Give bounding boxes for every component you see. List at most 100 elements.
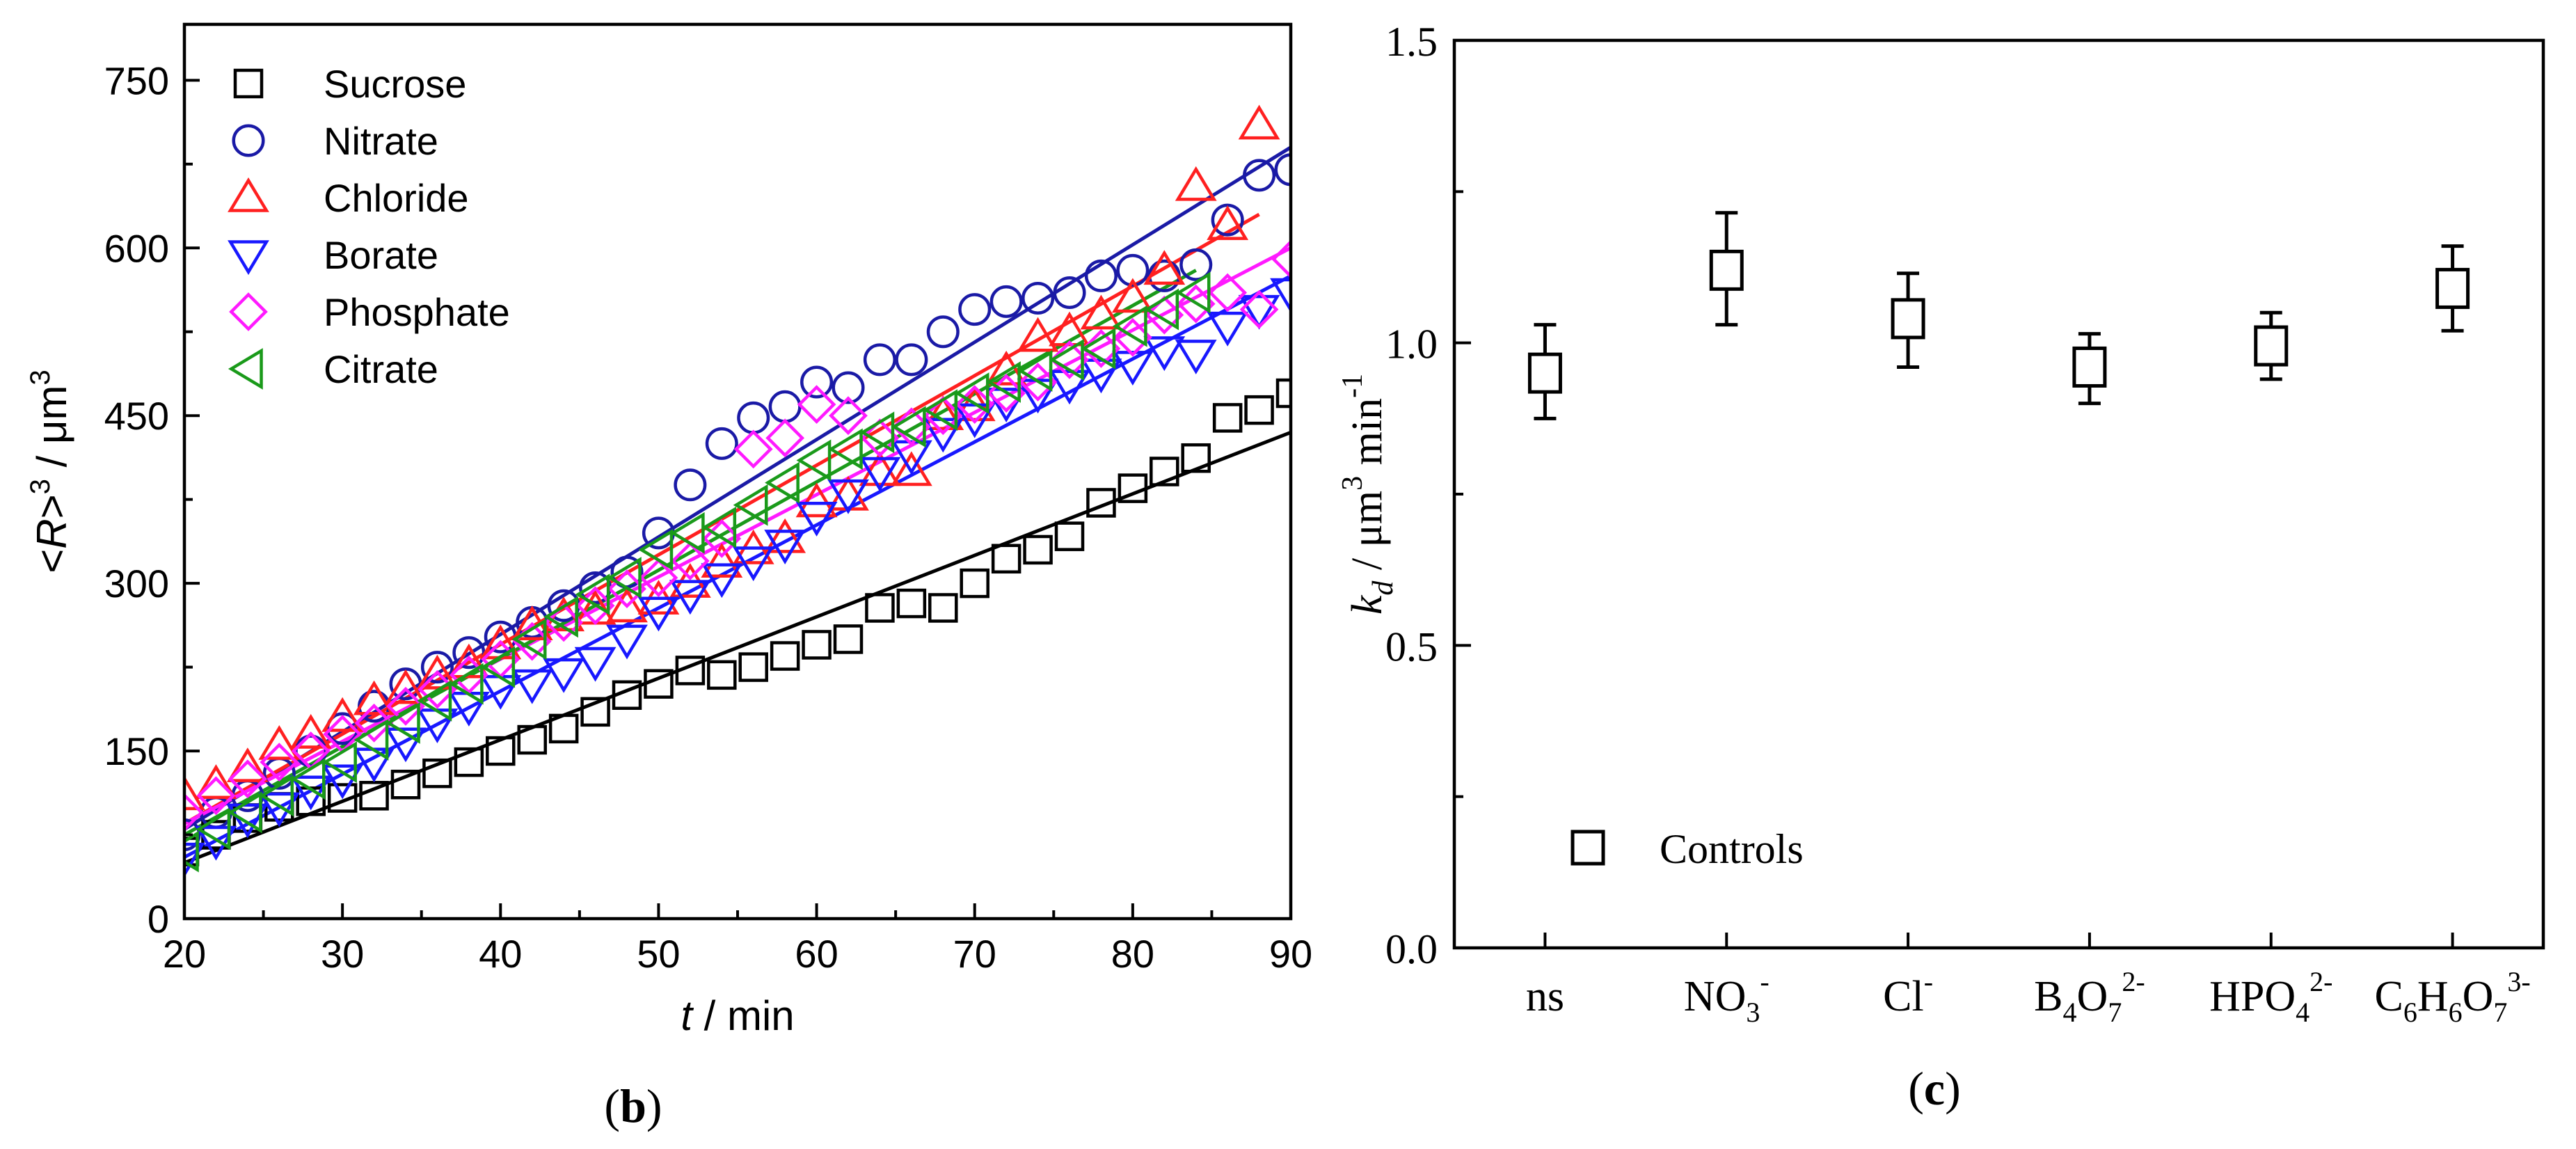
panel-c-chart: 0.0 0.5 1.0 1.5 ns NO3- Cl- B4O72- HPO42- C6H6O73… <box>1337 19 2545 1115</box>
data-point-chloride <box>795 482 838 518</box>
data-point-nitrate <box>926 315 960 349</box>
legend-label-nitrate: Nitrate <box>324 119 438 163</box>
data-point-phosphate <box>386 686 425 726</box>
data-point-sucrose <box>1118 473 1148 503</box>
data-point-controls <box>2072 346 2107 388</box>
data-point-nitrate <box>1116 253 1150 287</box>
data-point-sucrose <box>644 669 674 699</box>
data-point-borate <box>321 764 364 800</box>
data-point-citrate <box>701 506 737 548</box>
data-point-citrate <box>1144 288 1179 331</box>
data-point-borate <box>1143 336 1186 372</box>
data-point-borate <box>184 842 205 878</box>
data-point-citrate <box>923 389 958 431</box>
data-point-chloride <box>195 764 237 800</box>
data-point-nitrate <box>294 734 328 768</box>
y-tick-label: 300 <box>104 562 169 605</box>
y-tick-label: 0.5 <box>1385 624 1438 669</box>
data-point-nitrate <box>768 390 802 423</box>
data-point-borate <box>385 727 427 763</box>
data-point-citrate <box>1175 271 1211 314</box>
data-point-phosphate <box>670 541 710 580</box>
data-point-chloride <box>701 543 743 578</box>
data-point-citrate <box>1112 305 1147 347</box>
data-point-nitrate <box>863 343 896 377</box>
data-point-borate <box>701 563 743 599</box>
data-point-phosphate <box>765 418 805 458</box>
data-point-chloride <box>890 451 932 486</box>
data-point-phosphate <box>733 429 773 469</box>
data-point-chloride <box>1080 294 1122 330</box>
data-point-sucrose <box>1181 443 1211 473</box>
legend-label-citrate: Citrate <box>324 347 438 391</box>
data-point-citrate <box>606 557 642 599</box>
data-point-chloride <box>258 724 301 760</box>
data-point-citrate <box>765 461 800 504</box>
data-point-phosphate <box>829 396 868 436</box>
data-point-citrate <box>859 411 895 454</box>
data-point-borate <box>732 546 774 582</box>
data-point-chloride <box>289 713 332 749</box>
data-point-nitrate <box>705 427 738 460</box>
data-point-citrate <box>353 719 389 761</box>
x-category-label: HPO42- <box>2209 966 2332 1028</box>
data-point-nitrate <box>895 343 928 377</box>
panel-label-c: (c) <box>1908 1062 1961 1115</box>
data-point-controls <box>1709 249 1744 291</box>
data-point-citrate <box>638 529 674 571</box>
data-point-borate <box>226 803 269 839</box>
data-point-nitrate <box>958 293 992 326</box>
data-point-controls <box>1527 352 1562 394</box>
legend-label-phosphate: Phosphate <box>324 290 510 334</box>
data-point-borate <box>1175 340 1217 374</box>
panel-b-markers <box>184 104 1291 878</box>
data-point-borate <box>606 624 648 660</box>
y-tick-label: 1.5 <box>1385 19 1438 65</box>
y-tick-label: 600 <box>104 226 169 270</box>
x-category-label: B4O72- <box>2034 966 2145 1028</box>
data-point-borate <box>574 647 617 682</box>
x-category-label: ns <box>1526 973 1564 1020</box>
data-point-sucrose <box>390 770 421 800</box>
data-point-sucrose <box>1086 488 1116 518</box>
x-category-label: C6H6O73- <box>2374 966 2530 1028</box>
data-point-chloride <box>184 775 205 811</box>
y-tick-label: 750 <box>104 58 169 102</box>
data-point-nitrate <box>674 468 707 502</box>
data-point-nitrate <box>326 712 359 745</box>
fit-line-chloride <box>183 212 1260 825</box>
data-point-sucrose <box>359 781 389 811</box>
data-point-phosphate <box>184 793 204 832</box>
data-point-chloride <box>385 669 427 704</box>
data-point-sucrose <box>1212 403 1243 433</box>
data-point-nitrate <box>1179 248 1213 281</box>
data-point-citrate <box>1049 338 1084 381</box>
data-point-phosphate <box>228 759 267 799</box>
data-point-citrate <box>733 484 768 526</box>
legend-label-borate: Borate <box>324 233 438 277</box>
data-point-borate <box>1207 311 1249 347</box>
data-point-citrate <box>290 758 326 800</box>
data-point-sucrose <box>1275 378 1291 409</box>
data-point-sucrose <box>738 652 768 682</box>
x-tick-label: 30 <box>321 932 364 976</box>
panel-b-chart: 0 150 300 450 600 750 20 30 40 50 60 70 80 90 t / min <… <box>25 22 1312 1132</box>
data-point-chloride <box>1175 166 1217 201</box>
legend-marker-controls <box>1571 830 1605 866</box>
data-point-borate <box>258 792 301 827</box>
data-point-citrate <box>184 830 199 873</box>
data-point-sucrose <box>896 588 927 619</box>
data-point-borate <box>511 669 553 704</box>
x-tick-label: 50 <box>637 932 680 976</box>
legend-marker-phosphate <box>229 292 268 331</box>
data-point-sucrose <box>517 724 547 755</box>
legend-label-controls: Controls <box>1660 826 1804 872</box>
data-point-chloride <box>447 643 490 679</box>
data-point-controls <box>2254 325 2289 367</box>
y-tick-label: 150 <box>104 729 169 773</box>
data-point-controls <box>1891 298 1925 340</box>
data-point-sucrose <box>1023 534 1053 565</box>
legend-marker-borate <box>228 240 269 276</box>
data-point-sucrose <box>1054 521 1085 551</box>
data-point-chloride <box>985 350 1028 386</box>
